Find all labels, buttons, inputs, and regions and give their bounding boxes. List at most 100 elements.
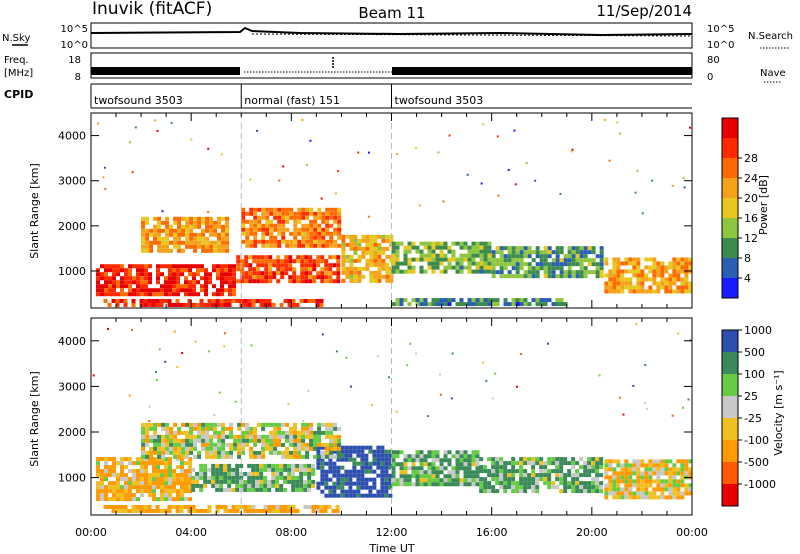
- data-cell: [177, 430, 182, 435]
- data-cell: [668, 277, 673, 282]
- data-cell: [172, 489, 177, 494]
- data-cell: [148, 481, 153, 486]
- data-cell: [305, 239, 310, 244]
- data-cell: [201, 434, 206, 439]
- data-cell: [269, 422, 274, 427]
- data-cell: [632, 463, 637, 468]
- data-cell: [221, 442, 226, 447]
- data-cell: [160, 292, 165, 297]
- data-cell: [443, 265, 448, 270]
- data-cell: [668, 475, 673, 480]
- data-cell: [595, 465, 600, 470]
- data-cell: [120, 457, 125, 462]
- data-cell: [377, 250, 382, 255]
- data-cell: [197, 216, 202, 221]
- data-cell: [483, 249, 488, 254]
- data-cell: [680, 261, 685, 266]
- data-cell: [672, 261, 677, 266]
- data-cell: [144, 465, 149, 470]
- data-cell: [144, 264, 149, 269]
- data-cell: [277, 211, 282, 216]
- data-cell: [131, 508, 136, 513]
- noise-dot: [516, 385, 519, 388]
- data-cell: [177, 450, 182, 455]
- data-cell: [249, 231, 254, 236]
- y-tick-label: 4000: [58, 130, 86, 143]
- data-cell: [165, 220, 170, 225]
- data-cell: [511, 477, 516, 482]
- data-cell: [507, 258, 512, 263]
- data-cell: [616, 463, 621, 468]
- data-cell: [463, 458, 468, 463]
- y-tick-label: 1000: [58, 265, 86, 278]
- data-cell: [261, 239, 266, 244]
- data-cell: [156, 272, 161, 277]
- data-cell: [571, 262, 576, 267]
- data-cell: [169, 228, 174, 233]
- colorbar-tick-label: -100: [744, 434, 769, 447]
- data-cell: [156, 497, 161, 502]
- data-cell: [419, 458, 424, 463]
- data-cell: [248, 255, 253, 260]
- data-cell: [289, 239, 294, 244]
- data-cell: [313, 446, 318, 451]
- data-cell: [571, 258, 576, 263]
- data-cell: [583, 481, 588, 486]
- data-cell: [612, 491, 617, 496]
- data-cell: [261, 438, 266, 443]
- data-cell: [176, 276, 181, 281]
- data-cell: [143, 504, 148, 509]
- data-cell: [245, 442, 250, 447]
- data-cell: [656, 463, 661, 468]
- data-cell: [403, 269, 408, 274]
- data-cell: [205, 454, 210, 459]
- data-cell: [285, 227, 290, 232]
- data-cell: [165, 450, 170, 455]
- data-cell: [479, 265, 484, 270]
- data-cell: [217, 240, 222, 245]
- data-cell: [348, 457, 353, 462]
- data-cell: [395, 450, 400, 455]
- data-cell: [427, 462, 432, 467]
- data-cell: [208, 280, 213, 285]
- data-cell: [311, 483, 316, 488]
- data-cell: [527, 461, 532, 466]
- data-cell: [256, 255, 261, 260]
- data-cell: [305, 207, 310, 212]
- noise-dot: [104, 188, 107, 191]
- data-cell: [165, 236, 170, 241]
- data-cell: [221, 422, 226, 427]
- data-cell: [285, 446, 290, 451]
- data-cell: [152, 493, 157, 498]
- data-cell: [243, 508, 248, 513]
- data-cell: [340, 485, 345, 490]
- data-cell: [283, 463, 288, 468]
- data-cell: [656, 261, 661, 266]
- data-cell: [467, 474, 472, 479]
- noise-dot: [376, 355, 379, 358]
- data-cell: [181, 430, 186, 435]
- cpid-segments: twofsound 3503 normal (fast) 151 twofsound…: [90, 83, 692, 109]
- data-cell: [141, 228, 146, 233]
- data-cell: [391, 265, 396, 270]
- data-cell: [599, 473, 604, 478]
- data-cell: [403, 253, 408, 258]
- data-cell: [332, 473, 337, 478]
- data-cell: [676, 289, 681, 294]
- data-cell: [169, 240, 174, 245]
- data-cell: [269, 450, 274, 455]
- data-cell: [395, 261, 400, 266]
- data-cell: [531, 489, 536, 494]
- data-cell: [216, 272, 221, 277]
- data-cell: [165, 232, 170, 237]
- colorbar-tick-label: 12: [744, 232, 758, 245]
- data-cell: [177, 224, 182, 229]
- data-cell: [175, 504, 180, 509]
- data-cell: [511, 250, 516, 255]
- data-cell: [672, 483, 677, 488]
- data-cell: [688, 285, 693, 290]
- data-cell: [151, 508, 156, 513]
- data-cell: [640, 483, 645, 488]
- data-cell: [144, 284, 149, 289]
- data-cell: [100, 288, 105, 293]
